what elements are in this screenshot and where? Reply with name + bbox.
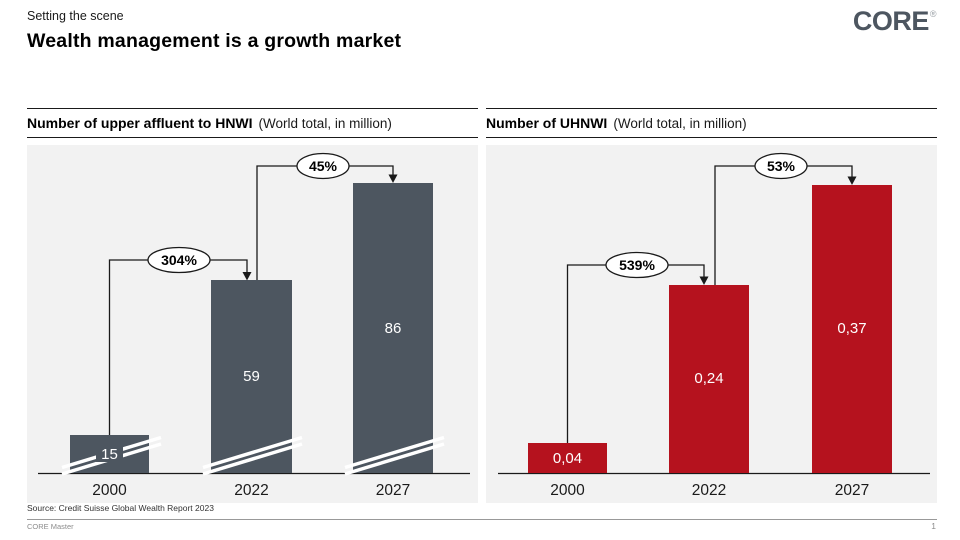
bar-value-2000: 15 <box>101 446 118 463</box>
bar-2027 <box>353 183 433 473</box>
growth-badge-1 <box>605 251 669 279</box>
chart-uhnwi-heading-sub: (World total, in million) <box>613 115 747 131</box>
bar-value-2027: 0,37 <box>837 320 866 337</box>
bar-2022 <box>211 280 292 473</box>
bar-value-2027: 86 <box>385 320 402 337</box>
section-kicker: Setting the scene <box>27 9 124 23</box>
footer-divider <box>27 519 937 520</box>
page-number: 1 <box>931 521 936 531</box>
bar-2022 <box>669 285 749 473</box>
chart-hnwi-canvas: 304% 45% 15 59 86 2000 2022 2027 <box>27 145 478 503</box>
chart-uhnwi-heading: Number of UHNWI (World total, in million… <box>486 108 937 138</box>
axis-break-marks <box>61 435 445 476</box>
chart-uhnwi-canvas: 539% 53% 0,04 0,24 0,37 2000 2022 2027 <box>486 145 937 503</box>
growth-badge-2 <box>754 152 808 180</box>
x-tick-2027: 2027 <box>835 482 869 499</box>
chart-hnwi-heading-sub: (World total, in million) <box>258 115 392 131</box>
core-logo-text: CORE <box>852 6 930 36</box>
footer-master-label: CORE Master <box>27 522 74 531</box>
chart-hnwi: Number of upper affluent to HNWI (World … <box>27 108 478 503</box>
bar-value-2022: 59 <box>243 368 260 385</box>
x-tick-2027: 2027 <box>376 482 410 499</box>
bar-value-2022: 0,24 <box>694 370 723 387</box>
growth-label-1: 539% <box>619 257 655 273</box>
arrow-down-icon <box>388 174 398 183</box>
arrow-down-icon <box>847 176 857 185</box>
bar-value-2000: 0,04 <box>553 450 582 467</box>
chart-hnwi-heading-bold: Number of upper affluent to HNWI <box>27 115 253 131</box>
value-label-patch <box>96 445 123 462</box>
x-tick-2022: 2022 <box>692 482 726 499</box>
chart-uhnwi-heading-bold: Number of UHNWI <box>486 115 608 131</box>
x-tick-2000: 2000 <box>550 482 585 499</box>
arrow-down-icon <box>699 276 709 285</box>
growth-badge-1 <box>147 246 211 274</box>
chart-hnwi-svg: 304% 45% 15 59 86 2000 2022 2027 <box>38 152 470 499</box>
x-tick-2000: 2000 <box>92 482 127 499</box>
growth-label-2: 45% <box>309 158 338 174</box>
source-note: Source: Credit Suisse Global Wealth Repo… <box>27 503 214 513</box>
page-title: Wealth management is a growth market <box>27 30 402 52</box>
chart-hnwi-heading: Number of upper affluent to HNWI (World … <box>27 108 478 138</box>
growth-label-2: 53% <box>767 158 796 174</box>
growth-label-1: 304% <box>161 252 197 268</box>
core-logo: CORE® <box>852 6 937 36</box>
bar-2000 <box>528 443 607 473</box>
chart-uhnwi: Number of UHNWI (World total, in million… <box>486 108 937 503</box>
arrow-down-icon <box>242 272 252 281</box>
registered-trademark-icon: ® <box>929 9 937 19</box>
growth-badge-2 <box>296 152 350 180</box>
chart-uhnwi-svg: 539% 53% 0,04 0,24 0,37 2000 2022 2027 <box>498 152 930 499</box>
bar-2027 <box>812 185 892 473</box>
x-tick-2022: 2022 <box>234 482 268 499</box>
